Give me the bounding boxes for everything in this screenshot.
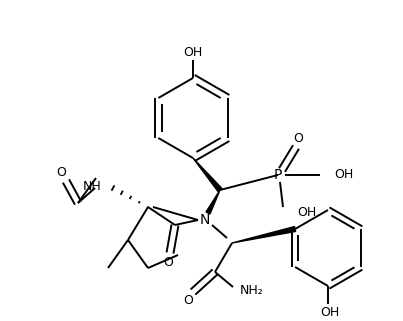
Polygon shape	[206, 190, 220, 214]
Text: P: P	[274, 168, 282, 182]
Text: O: O	[163, 256, 173, 268]
Polygon shape	[232, 227, 296, 243]
Text: OH: OH	[334, 169, 353, 181]
Text: O: O	[293, 132, 303, 144]
Text: NH: NH	[82, 179, 101, 193]
Text: O: O	[183, 294, 193, 308]
Text: N: N	[200, 213, 210, 227]
Text: OH: OH	[320, 306, 340, 318]
Text: O: O	[56, 166, 66, 178]
Text: OH: OH	[297, 205, 316, 219]
Text: NH₂: NH₂	[240, 283, 264, 297]
Text: OH: OH	[183, 47, 203, 59]
Polygon shape	[193, 158, 222, 192]
